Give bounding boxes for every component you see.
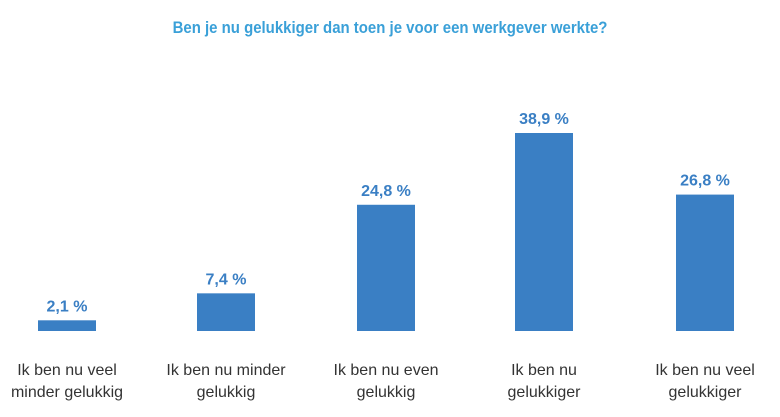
bar: [357, 204, 415, 331]
category-label: Ik ben nu minder: [166, 362, 286, 379]
category-label: Ik ben nu veel: [655, 362, 755, 379]
data-label: 38,9 %: [519, 111, 569, 128]
bar: [515, 133, 573, 331]
category-label: minder gelukkig: [11, 384, 123, 401]
category-label: gelukkig: [197, 384, 256, 401]
category-label: Ik ben nu even: [334, 362, 439, 379]
category-label: Ik ben nu: [511, 362, 577, 379]
category-label: gelukkig: [357, 384, 416, 401]
chart-title: Ben je nu gelukkiger dan toen je voor ee…: [172, 18, 608, 37]
bar: [38, 320, 96, 331]
bar: [197, 293, 255, 331]
data-label: 26,8 %: [680, 173, 730, 190]
data-label: 24,8 %: [361, 183, 411, 200]
category-label: Ik ben nu veel: [17, 362, 117, 379]
category-label: gelukkiger: [508, 384, 582, 401]
category-label: gelukkiger: [669, 384, 743, 401]
data-label: 2,1 %: [47, 298, 88, 315]
data-label: 7,4 %: [206, 271, 247, 288]
bar: [676, 194, 734, 331]
